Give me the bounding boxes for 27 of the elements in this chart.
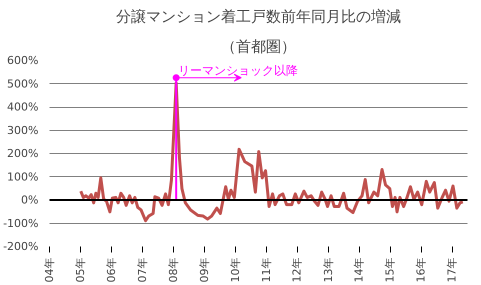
y-tick-label: 400% bbox=[7, 100, 39, 114]
y-tick-label: 200% bbox=[7, 147, 39, 160]
x-tick-label: 09年 bbox=[198, 257, 211, 282]
x-tick-label: 14年 bbox=[352, 257, 366, 282]
x-tick-label: 12年 bbox=[290, 257, 304, 282]
chart-title: 分譲マンション着工戸数前年同月比の増減 bbox=[116, 8, 401, 26]
annotation: リーマンショック以降 bbox=[178, 64, 298, 78]
chart-subtitle: （首都圏） bbox=[221, 38, 296, 56]
x-tick-label: 11年 bbox=[260, 257, 273, 282]
x-tick-label: 15年 bbox=[384, 257, 397, 282]
x-tick-label: 07年 bbox=[136, 257, 149, 282]
x-tick-label: 13年 bbox=[322, 257, 335, 282]
x-tick-label: 08年 bbox=[166, 257, 180, 282]
x-tick-label: 04年 bbox=[43, 257, 56, 282]
y-tick-label: 300% bbox=[7, 124, 39, 137]
y-tick-label: -100% bbox=[3, 216, 39, 230]
line-series bbox=[79, 82, 464, 222]
y-tick-label: 0% bbox=[21, 194, 38, 206]
y-tick-label: 500% bbox=[7, 77, 39, 90]
x-tick-label: 17年 bbox=[446, 257, 459, 282]
x-tick-label: 06年 bbox=[104, 257, 118, 282]
x-tick-label: 16年 bbox=[414, 257, 428, 282]
x-tick-label: 10年 bbox=[228, 257, 242, 282]
y-tick-label: 600% bbox=[7, 54, 39, 67]
y-tick-label: -200% bbox=[3, 240, 39, 253]
x-tick-label: 05年 bbox=[74, 257, 88, 282]
y-tick-label: 100% bbox=[7, 170, 39, 184]
